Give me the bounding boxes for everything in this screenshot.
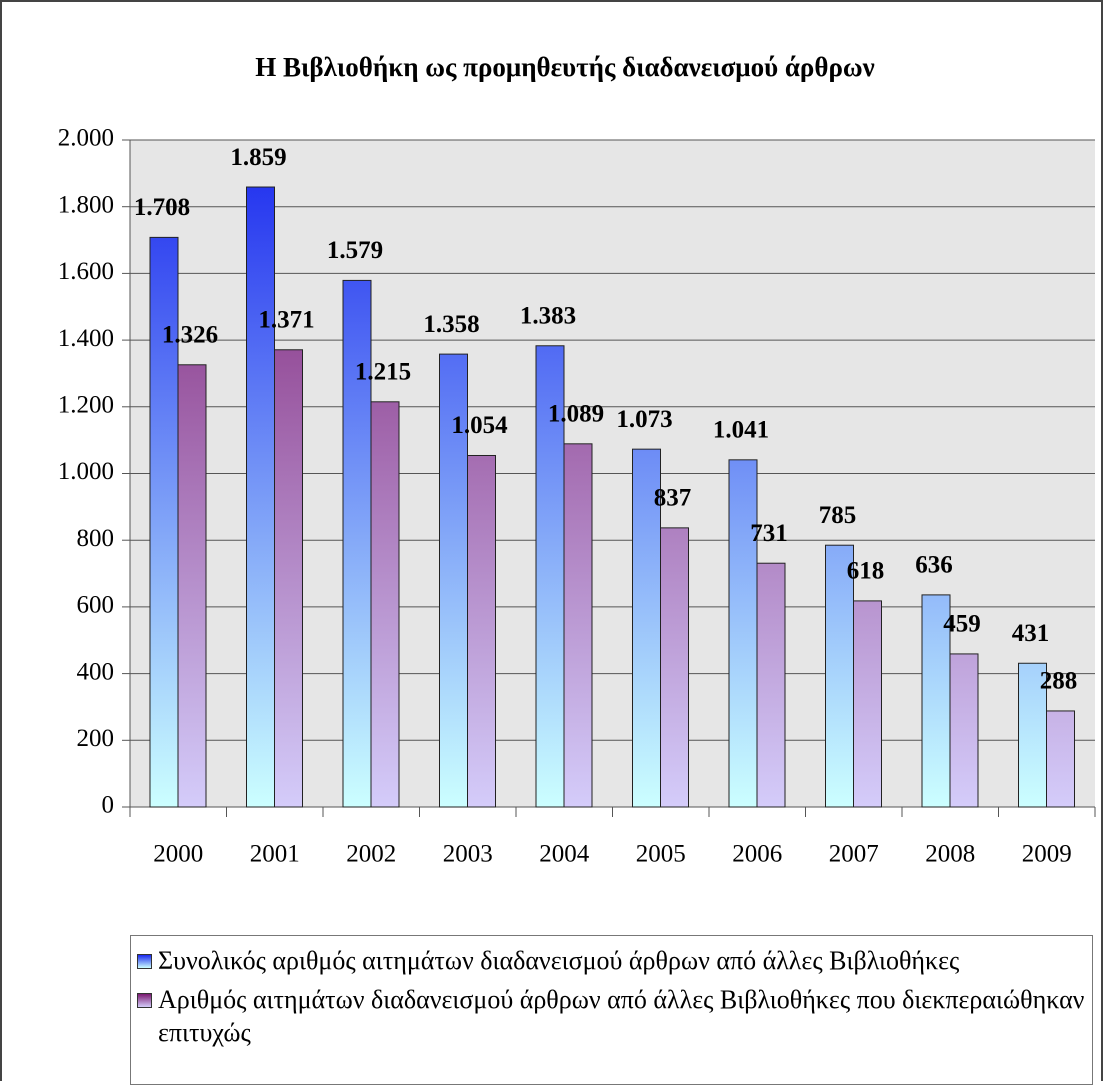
data-label: 431 [1012,620,1050,647]
legend: Συνολικός αριθμός αιτημάτων διαδανεισμού… [130,935,1093,1085]
bar [370,401,400,808]
y-tick-label: 1.600 [58,258,114,285]
bar [825,544,854,808]
x-tick-label: 2006 [732,841,782,868]
x-tick-label: 2008 [925,841,975,868]
legend-item: Αριθμός αιτημάτων διαδανεισμού άρθρων απ… [137,983,1086,1049]
data-label: 837 [654,485,692,512]
bar [728,459,758,808]
legend-marker [137,954,152,969]
bar [535,345,565,808]
x-tick-label: 2003 [443,841,493,868]
x-tick-label: 2000 [153,841,203,868]
y-tick-label: 1.200 [58,392,114,419]
data-label: 1.089 [548,401,604,428]
x-tick-label: 2004 [539,841,590,868]
bar [439,353,468,808]
data-label: 1.371 [258,307,314,334]
y-tick-label: 0 [102,792,115,819]
bar [632,448,661,808]
data-label: 288 [1040,668,1078,695]
data-label: 731 [750,520,788,547]
y-tick-label: 200 [77,725,115,752]
data-label: 1.326 [162,322,218,349]
data-label: 1.358 [423,311,479,338]
bar [660,527,689,808]
chart-title: Η Βιβλιοθήκη ως προμηθευτής διαδανεισμού… [255,52,874,82]
x-tick-label: 2002 [346,841,396,868]
bar [853,600,882,808]
data-label: 1.383 [520,303,576,330]
x-tick-label: 2009 [1022,841,1072,868]
y-tick-label: 1.400 [58,325,114,352]
bar [177,364,207,808]
data-label: 459 [943,611,981,638]
y-tick-label: 800 [77,525,115,552]
data-label: 1.073 [616,406,672,433]
data-label: 785 [819,502,857,529]
bar [1046,710,1075,808]
data-label: 1.054 [451,412,508,439]
bar [274,349,303,808]
bar [949,653,979,808]
bar [149,236,179,808]
bar [467,454,496,808]
data-label: 636 [915,552,953,579]
bar [921,594,951,808]
bar [246,186,275,808]
legend-item: Συνολικός αριθμός αιτημάτων διαδανεισμού… [137,944,1086,977]
bar [563,443,593,808]
bar [342,279,372,808]
y-tick-label: 1.000 [58,458,114,485]
bar [1018,662,1047,808]
x-tick-label: 2001 [250,841,300,868]
legend-label: Συνολικός αριθμός αιτημάτων διαδανεισμού… [158,946,960,975]
legend-label: Αριθμός αιτημάτων διαδανεισμού άρθρων απ… [158,985,1085,1047]
data-label: 1.708 [134,194,190,221]
y-tick-label: 2.000 [58,125,114,152]
data-label: 1.215 [355,359,411,386]
data-label: 1.041 [713,417,769,444]
y-tick-label: 400 [77,658,115,685]
data-label: 1.859 [230,144,286,171]
y-tick-label: 600 [77,592,115,619]
y-tick-label: 1.800 [58,191,114,218]
legend-marker [137,993,152,1008]
data-label: 1.579 [327,237,383,264]
data-label: 618 [847,558,885,585]
x-tick-label: 2007 [829,841,879,868]
bar [756,562,786,808]
x-tick-label: 2005 [636,841,686,868]
